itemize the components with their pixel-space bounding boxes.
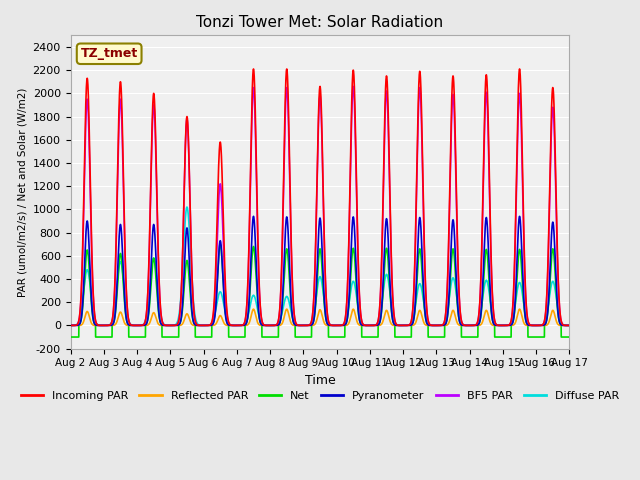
Legend: Incoming PAR, Reflected PAR, Net, Pyranometer, BF5 PAR, Diffuse PAR: Incoming PAR, Reflected PAR, Net, Pyrano…: [17, 387, 623, 406]
Line: Reflected PAR: Reflected PAR: [70, 309, 570, 325]
Diffuse PAR: [404, 323, 412, 328]
Pyranometer: [404, 323, 412, 328]
Line: BF5 PAR: BF5 PAR: [70, 86, 570, 325]
BF5 PAR: [301, 323, 308, 328]
Reflected PAR: [67, 323, 74, 328]
Line: Diffuse PAR: Diffuse PAR: [70, 207, 570, 325]
Diffuse PAR: [566, 323, 573, 328]
BF5 PAR: [431, 323, 439, 328]
Incoming PAR: [516, 66, 524, 72]
BF5 PAR: [566, 323, 573, 328]
Reflected PAR: [460, 323, 467, 328]
Reflected PAR: [516, 306, 524, 312]
Pyranometer: [301, 323, 308, 328]
Pyranometer: [566, 323, 573, 328]
Net: [404, 334, 412, 340]
Net: [301, 334, 309, 340]
Y-axis label: PAR (umol/m2/s) / Net and Solar (W/m2): PAR (umol/m2/s) / Net and Solar (W/m2): [17, 87, 27, 297]
Net: [67, 334, 74, 340]
Diffuse PAR: [565, 323, 573, 328]
Incoming PAR: [566, 323, 573, 328]
Net: [565, 334, 573, 340]
Incoming PAR: [156, 301, 164, 307]
Line: Pyranometer: Pyranometer: [70, 216, 570, 325]
Line: Incoming PAR: Incoming PAR: [70, 69, 570, 325]
Diffuse PAR: [460, 322, 468, 328]
X-axis label: Time: Time: [305, 374, 335, 387]
Reflected PAR: [565, 323, 573, 328]
BF5 PAR: [404, 323, 412, 328]
Incoming PAR: [460, 322, 467, 328]
Incoming PAR: [404, 323, 412, 328]
Text: TZ_tmet: TZ_tmet: [81, 47, 138, 60]
Net: [216, 241, 224, 247]
Reflected PAR: [301, 323, 308, 328]
Reflected PAR: [431, 323, 439, 328]
Reflected PAR: [566, 323, 573, 328]
Pyranometer: [516, 214, 524, 219]
Line: Net: Net: [70, 244, 570, 337]
Diffuse PAR: [67, 323, 74, 328]
Diffuse PAR: [301, 323, 309, 328]
Incoming PAR: [565, 323, 573, 328]
BF5 PAR: [156, 302, 164, 308]
Pyranometer: [460, 323, 467, 328]
Net: [431, 334, 439, 340]
Reflected PAR: [404, 323, 412, 328]
Title: Tonzi Tower Met: Solar Radiation: Tonzi Tower Met: Solar Radiation: [196, 15, 444, 30]
Pyranometer: [156, 319, 164, 324]
Diffuse PAR: [431, 323, 439, 328]
Net: [460, 334, 468, 340]
Diffuse PAR: [156, 309, 164, 315]
Incoming PAR: [431, 323, 439, 328]
Diffuse PAR: [183, 204, 191, 210]
BF5 PAR: [349, 84, 357, 89]
Reflected PAR: [156, 323, 164, 328]
BF5 PAR: [565, 323, 573, 328]
BF5 PAR: [67, 323, 74, 328]
Pyranometer: [565, 323, 573, 328]
Pyranometer: [431, 323, 439, 328]
Incoming PAR: [301, 323, 308, 328]
Incoming PAR: [67, 323, 74, 328]
Net: [156, 319, 164, 324]
Net: [566, 334, 573, 340]
Pyranometer: [67, 323, 74, 328]
BF5 PAR: [460, 322, 468, 328]
